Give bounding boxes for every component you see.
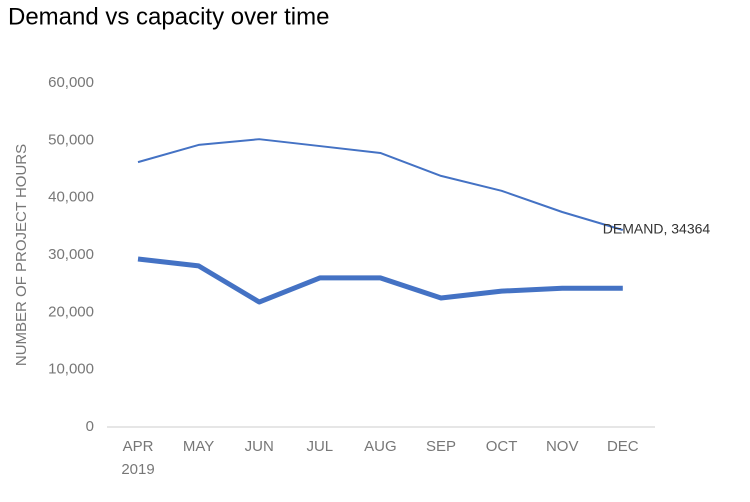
x-tick-label: APR [123,438,154,455]
y-tick-label: 0 [86,418,94,435]
y-axis-label: NUMBER OF PROJECT HOURS [13,144,30,366]
x-tick-label: SEP [426,438,456,455]
y-tick-label: 20,000 [48,303,94,320]
x-tick-label: AUG [364,438,397,455]
data-label: DEMAND, 34364 [603,221,711,237]
x-tick-label: NOV [546,438,579,455]
y-tick-label: 40,000 [48,189,94,206]
chart-title: Demand vs capacity over time [8,3,329,30]
y-tick-label: 50,000 [48,131,94,148]
y-tick-label: 10,000 [48,361,94,378]
y-tick-label: 30,000 [48,246,94,263]
x-group-label: 2019 [121,461,154,478]
x-tick-label: JUN [245,438,274,455]
x-tick-label: DEC [607,438,639,455]
x-tick-label: MAY [183,438,214,455]
x-tick-label: JUL [306,438,333,455]
series-line [137,138,624,231]
y-tick-label: 60,000 [48,74,94,91]
x-tick-label: OCT [486,438,518,455]
series-line [137,256,623,305]
